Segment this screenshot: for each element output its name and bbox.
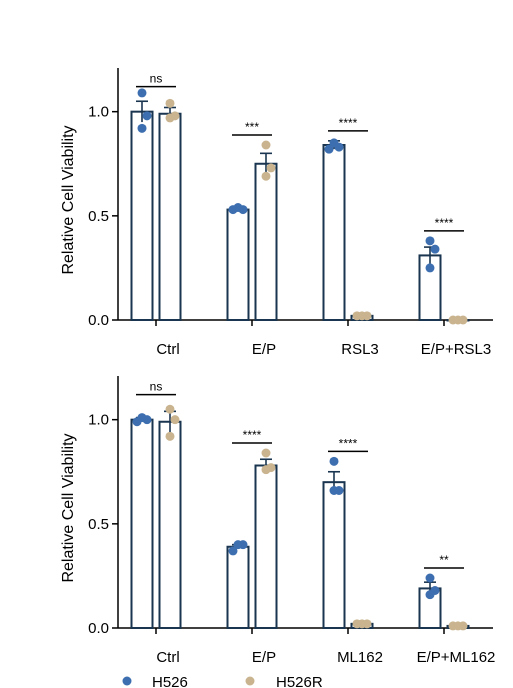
data-point-h526r — [362, 619, 372, 629]
legend-label-h526r: H526R — [276, 674, 323, 688]
data-point-h526 — [142, 415, 152, 425]
x-tick-label: E/P — [252, 341, 276, 358]
data-point-h526 — [430, 244, 440, 254]
data-point-h526 — [425, 263, 435, 273]
data-point-h526 — [324, 144, 334, 154]
significance-label: **** — [435, 216, 454, 230]
data-point-h526r — [165, 404, 175, 414]
data-point-h526 — [238, 540, 248, 550]
data-point-h526r — [261, 448, 271, 458]
bar-h526r — [158, 420, 182, 629]
chart-panel-bottom: 0.0 0.5 1.0 Relative Cell Viability Ctrl ns E/… — [60, 376, 495, 666]
significance-label: ** — [439, 553, 449, 567]
data-point-h526r — [261, 171, 271, 181]
x-tick-label: Ctrl — [156, 649, 179, 666]
data-point-h526 — [425, 236, 435, 246]
chart-panel-top: 0.0 0.5 1.0 Relative Cell Viability Ctrl ns E/… — [60, 68, 493, 358]
legend-marker-h526r — [245, 676, 255, 686]
data-point-h526 — [334, 486, 344, 495]
x-tick-label: Ctrl — [156, 341, 179, 358]
significance-label: *** — [245, 120, 259, 134]
bar-h526r — [254, 162, 278, 321]
significance-label: **** — [339, 116, 358, 130]
bar-h526 — [322, 144, 346, 321]
y-tick-label: 0.5 — [88, 208, 109, 225]
y-tick-label: 0.0 — [88, 620, 109, 637]
data-point-h526r — [165, 431, 175, 441]
significance-label: **** — [243, 428, 262, 442]
data-point-h526r — [266, 163, 276, 173]
data-point-h526 — [137, 88, 147, 98]
y-tick-label: 0.0 — [88, 312, 109, 329]
y-axis-title: Relative Cell Viability — [60, 125, 77, 274]
x-tick-label: RSL3 — [341, 341, 379, 358]
data-point-h526r — [266, 463, 276, 473]
data-point-h526r — [165, 98, 175, 108]
bar-h526 — [226, 208, 250, 321]
data-point-h526r — [458, 315, 468, 325]
bar-h526 — [130, 418, 154, 629]
data-point-h526 — [430, 586, 440, 595]
data-point-h526 — [425, 573, 435, 583]
data-point-h526 — [329, 456, 339, 466]
data-point-h526r — [170, 111, 180, 121]
y-tick-label: 1.0 — [88, 412, 109, 429]
bar-h526 — [130, 110, 154, 321]
legend-label-h526: H526 — [152, 674, 188, 688]
significance-label: ns — [150, 380, 163, 394]
significance-label: ns — [150, 72, 163, 86]
data-point-h526 — [238, 205, 248, 215]
legend-marker-h526 — [122, 676, 132, 686]
legend: H526 H526R — [122, 674, 323, 688]
y-axis-title: Relative Cell Viability — [60, 433, 77, 582]
y-tick-label: 0.5 — [88, 516, 109, 533]
bar-h526r — [158, 112, 182, 321]
significance-label: **** — [339, 436, 358, 450]
x-tick-label: E/P — [252, 649, 276, 666]
y-tick-label: 1.0 — [88, 104, 109, 121]
x-tick-label: E/P+RSL3 — [421, 341, 491, 358]
data-point-h526r — [458, 621, 468, 631]
x-tick-label: E/P+ML162 — [417, 649, 496, 666]
data-point-h526r — [170, 415, 180, 425]
data-point-h526 — [142, 111, 152, 121]
data-point-h526 — [228, 546, 238, 556]
bar-h526r — [254, 464, 278, 629]
x-tick-label: ML162 — [337, 649, 383, 666]
data-point-h526r — [261, 140, 271, 150]
bar-h526 — [322, 481, 346, 629]
bar-h526 — [226, 545, 250, 629]
data-point-h526r — [362, 311, 372, 321]
data-point-h526 — [137, 123, 147, 133]
data-point-h526 — [334, 142, 344, 152]
